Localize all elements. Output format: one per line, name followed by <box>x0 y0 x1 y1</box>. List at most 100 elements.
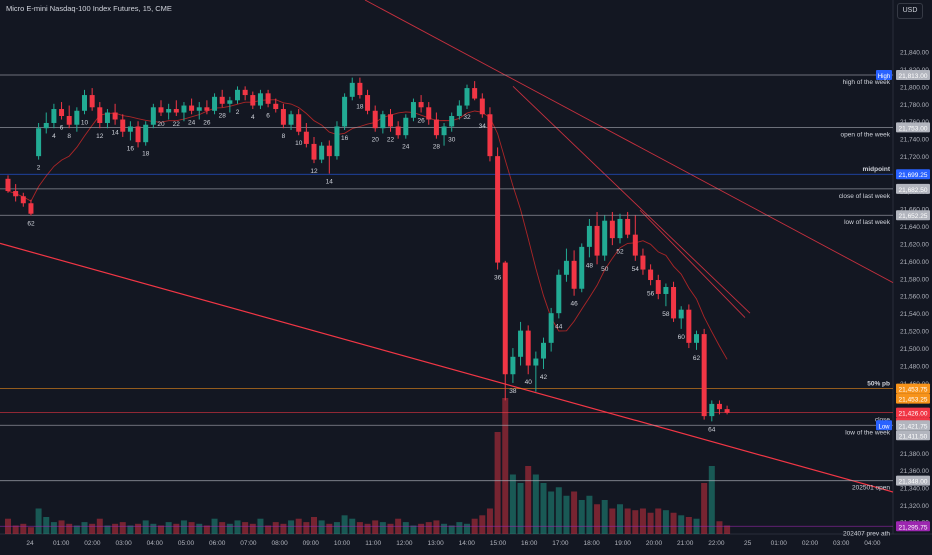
volume-bar <box>578 500 585 534</box>
volume-bar <box>58 520 65 534</box>
volume-bar <box>372 520 379 534</box>
candle-count-label: 26 <box>417 118 425 125</box>
volume-bar <box>219 522 226 534</box>
candle-count-label: 62 <box>27 220 35 227</box>
x-tick-label: 11:00 <box>365 540 381 547</box>
candle-body <box>487 114 493 157</box>
candle-count-label: 50 <box>601 266 609 273</box>
volume-bar <box>678 515 685 534</box>
volume-bar <box>318 520 325 534</box>
candle-body <box>319 145 325 160</box>
volume-bar <box>532 474 539 534</box>
candle-body <box>189 105 195 111</box>
candle-body <box>533 358 539 366</box>
candle-count-label: 38 <box>509 388 517 395</box>
candle-count-label: 20 <box>157 121 165 128</box>
candle-body <box>357 82 363 96</box>
candle-body <box>66 116 72 125</box>
level-tag-bg <box>876 420 892 431</box>
candle-count-label: 14 <box>326 179 334 186</box>
volume-bar <box>226 523 233 534</box>
candle-count-label: 22 <box>387 137 395 144</box>
candle-body <box>632 234 638 256</box>
candle-body <box>97 107 103 123</box>
y-tick-label: 21,720.00 <box>900 154 929 161</box>
candle-body <box>510 356 516 375</box>
candle-count-label: 36 <box>494 275 502 282</box>
level-price-tag <box>896 122 930 133</box>
candle-count-label: 2 <box>236 109 240 116</box>
candle-count-label: 8 <box>282 133 286 140</box>
volume-bar <box>555 487 562 534</box>
candle-body <box>204 107 210 111</box>
level-price-text: 21,295.75 <box>899 524 928 531</box>
chart-title: Micro E-mini Nasdaq-100 Index Futures, 1… <box>6 4 172 13</box>
candle-body <box>166 109 172 113</box>
candle-body <box>43 122 49 129</box>
volume-bar <box>563 495 570 534</box>
level-label: 202501 open <box>852 485 890 492</box>
candle-body <box>571 260 577 289</box>
candle-body <box>541 342 546 359</box>
volume-bar <box>708 466 715 534</box>
y-tick-label: 21,580.00 <box>900 276 929 283</box>
volume-bar <box>127 525 134 534</box>
candle-count-label: 34 <box>479 123 487 130</box>
candle-body <box>104 112 110 123</box>
candle-body <box>594 225 600 256</box>
y-tick-label: 21,380.00 <box>900 451 929 458</box>
candle-count-label: 6 <box>60 124 64 131</box>
volume-bar <box>356 522 363 534</box>
x-tick-label: 24 <box>26 540 34 547</box>
candle-body <box>709 403 715 417</box>
volume-bar <box>249 523 256 534</box>
volume-bar <box>724 525 731 534</box>
candle-count-label: 52 <box>616 248 624 255</box>
x-tick-label: 04:00 <box>864 540 881 547</box>
volume-bar <box>617 504 623 534</box>
candle-body <box>173 109 179 113</box>
level-label: 50% pb <box>867 381 890 388</box>
candle-body <box>525 330 531 366</box>
volume-bar <box>104 525 111 534</box>
candle-count-label: 58 <box>662 311 670 318</box>
level-label: low of last week <box>844 219 891 226</box>
price-axis-bg <box>893 0 932 550</box>
volume-bar <box>364 523 371 534</box>
volume-bar <box>203 525 210 534</box>
y-tick-label: 21,520.00 <box>900 329 929 336</box>
candle-body <box>395 126 401 136</box>
volume-bar <box>89 523 96 534</box>
volume-bar <box>632 510 639 534</box>
volume-bar <box>441 523 448 534</box>
candle-body <box>464 88 470 106</box>
currency-button[interactable]: USD <box>897 3 923 19</box>
y-tick-label: 21,320.00 <box>900 503 929 510</box>
level-price-tag <box>896 420 930 431</box>
candle-body <box>701 334 707 417</box>
volume-bar <box>639 508 646 534</box>
volume-bar <box>387 523 394 534</box>
candle-body <box>663 287 669 294</box>
volume-bar <box>494 432 501 534</box>
level-label: low of the week <box>845 429 891 436</box>
candle-count-label: 4 <box>251 114 255 121</box>
candle-body <box>143 124 149 143</box>
x-tick-label: 13:00 <box>427 540 444 547</box>
candle-body <box>410 102 416 118</box>
volume-bar <box>158 525 164 534</box>
volume-bar <box>341 515 348 534</box>
candle-body <box>625 218 631 235</box>
trendline-short <box>639 209 746 318</box>
x-tick-label: 07:00 <box>240 540 257 547</box>
candle-count-label: 42 <box>540 374 548 381</box>
volume-bar <box>35 508 42 534</box>
x-tick-label: 17:00 <box>552 540 569 547</box>
level-label: close <box>875 417 891 424</box>
candle-body <box>433 119 439 136</box>
x-tick-label: 10:00 <box>334 540 351 547</box>
candle-body <box>28 203 34 214</box>
candle-count-label: 28 <box>219 112 227 119</box>
